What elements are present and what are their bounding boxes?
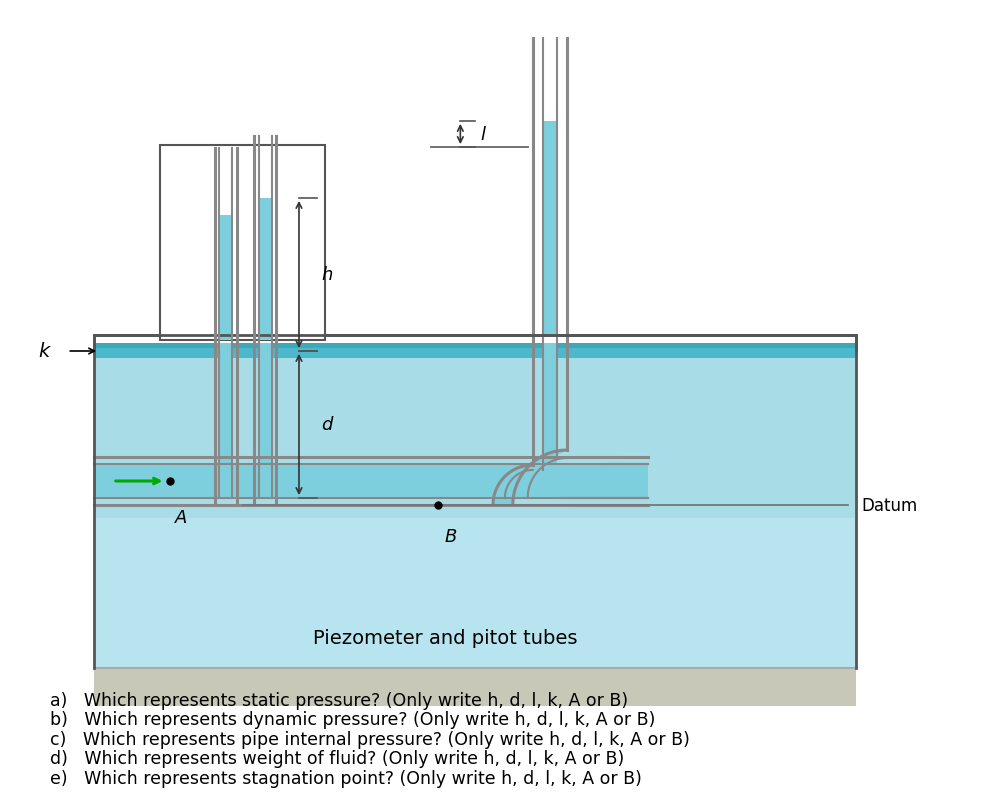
Bar (94, 344, 856, 359)
Bar (94, 336, 856, 668)
Text: $d$: $d$ (321, 416, 335, 434)
Text: $h$: $h$ (321, 266, 333, 284)
Bar (220, 216, 232, 499)
Bar (259, 199, 272, 499)
Bar (94, 519, 856, 668)
Bar (220, 216, 232, 340)
Text: $l$: $l$ (480, 126, 487, 144)
Text: Datum: Datum (861, 496, 918, 515)
Bar (94, 343, 856, 349)
Bar (259, 199, 272, 340)
Text: b)   Which represents dynamic pressure? (Only write h, d, l, k, A or B): b) Which represents dynamic pressure? (O… (50, 711, 654, 728)
Text: e)   Which represents stagnation point? (Only write h, d, l, k, A or B): e) Which represents stagnation point? (O… (50, 769, 642, 787)
Text: $k$: $k$ (38, 342, 51, 361)
Text: d)   Which represents weight of fluid? (Only write h, d, l, k, A or B): d) Which represents weight of fluid? (On… (50, 749, 624, 768)
Bar (94, 668, 856, 706)
Text: Piezometer and pitot tubes: Piezometer and pitot tubes (313, 629, 578, 648)
Bar (160, 146, 325, 340)
Bar (94, 464, 648, 499)
Text: c)   Which represents pipe internal pressure? (Only write h, d, l, k, A or B): c) Which represents pipe internal pressu… (50, 730, 689, 748)
Bar (94, 336, 856, 344)
Bar (543, 122, 557, 499)
Text: a)   Which represents static pressure? (Only write h, d, l, k, A or B): a) Which represents static pressure? (On… (50, 691, 628, 709)
Text: $B$: $B$ (444, 528, 456, 545)
Text: $A$: $A$ (174, 508, 188, 526)
Polygon shape (493, 450, 567, 505)
